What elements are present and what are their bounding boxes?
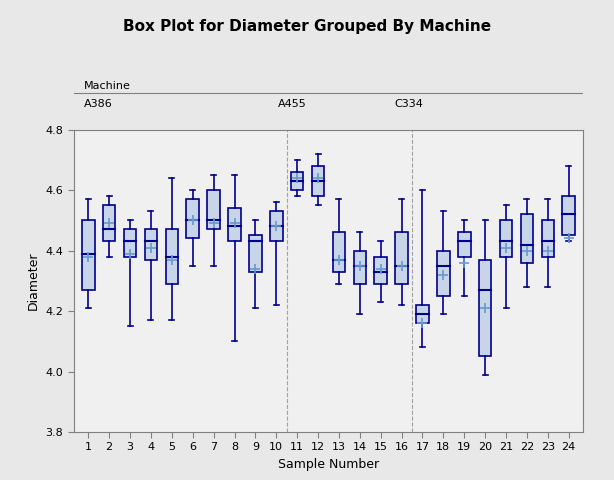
Text: A386: A386 — [84, 99, 112, 109]
FancyBboxPatch shape — [166, 229, 178, 284]
FancyBboxPatch shape — [103, 205, 115, 241]
Y-axis label: Diameter: Diameter — [27, 252, 40, 310]
FancyBboxPatch shape — [82, 220, 95, 290]
FancyBboxPatch shape — [521, 214, 533, 263]
FancyBboxPatch shape — [333, 232, 345, 272]
FancyBboxPatch shape — [228, 208, 241, 241]
FancyBboxPatch shape — [291, 172, 303, 190]
FancyBboxPatch shape — [354, 251, 366, 284]
FancyBboxPatch shape — [375, 257, 387, 284]
FancyBboxPatch shape — [145, 229, 157, 260]
FancyBboxPatch shape — [249, 235, 262, 272]
FancyBboxPatch shape — [124, 229, 136, 257]
FancyBboxPatch shape — [395, 232, 408, 284]
FancyBboxPatch shape — [458, 232, 470, 257]
FancyBboxPatch shape — [479, 260, 491, 357]
FancyBboxPatch shape — [437, 251, 449, 296]
FancyBboxPatch shape — [562, 196, 575, 235]
Text: A455: A455 — [278, 99, 306, 109]
X-axis label: Sample Number: Sample Number — [278, 458, 379, 471]
FancyBboxPatch shape — [270, 211, 282, 241]
FancyBboxPatch shape — [542, 220, 554, 257]
FancyBboxPatch shape — [312, 166, 324, 196]
Text: C334: C334 — [395, 99, 424, 109]
Text: Box Plot for Diameter Grouped By Machine: Box Plot for Diameter Grouped By Machine — [123, 19, 491, 34]
FancyBboxPatch shape — [208, 190, 220, 229]
Text: Machine: Machine — [84, 81, 131, 91]
FancyBboxPatch shape — [187, 199, 199, 239]
FancyBboxPatch shape — [416, 305, 429, 323]
FancyBboxPatch shape — [500, 220, 512, 257]
